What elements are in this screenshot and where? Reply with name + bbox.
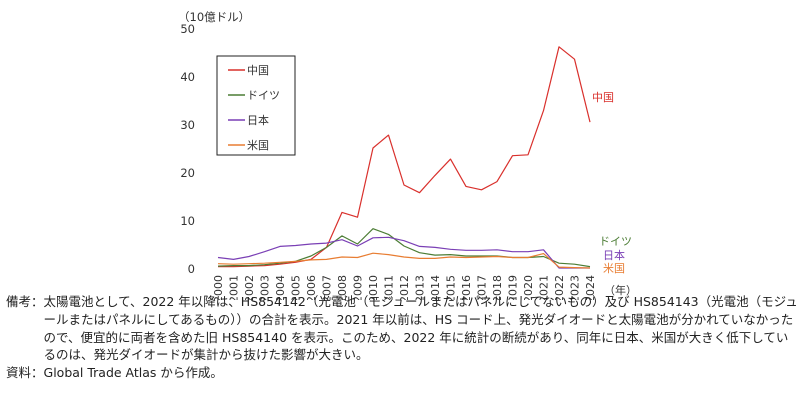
x-tick-label: 2015 xyxy=(445,275,458,300)
plot-area xyxy=(217,46,591,269)
series-line xyxy=(217,236,590,269)
legend-label: ドイツ xyxy=(247,89,280,102)
series-line xyxy=(217,228,591,268)
x-tick-label: 2012 xyxy=(398,275,411,300)
x-tick-label: 2011 xyxy=(383,275,396,300)
y-tick-label: 50 xyxy=(180,22,195,36)
series-end-label: ドイツ xyxy=(599,235,632,248)
y-tick-label: 40 xyxy=(180,70,195,84)
x-tick-label: 2010 xyxy=(367,275,380,300)
y-tick-label: 20 xyxy=(180,166,195,180)
x-tick-label: 2005 xyxy=(290,275,303,300)
note-remarks-text: 太陽電池として、2022 年以降は、HS854142（光電池（モジュールまたはパ… xyxy=(43,294,798,363)
legend-label: 中国 xyxy=(247,64,269,77)
note-remarks-label: 備考： xyxy=(6,294,44,309)
note-source-text: Global Trade Atlas から作成。 xyxy=(43,365,223,381)
x-axis-unit-label: （年） xyxy=(604,283,637,297)
x-tick-label: 2017 xyxy=(476,275,489,300)
legend-label: 米国 xyxy=(247,139,269,152)
y-tick-label: 10 xyxy=(180,214,195,228)
x-tick-label: 2007 xyxy=(321,275,334,300)
series-line xyxy=(218,46,591,268)
x-tick-label: 2020 xyxy=(522,275,535,300)
x-tick-label: 2000 xyxy=(212,275,225,300)
x-tick-label: 2021 xyxy=(538,275,551,300)
note-source: 資料： Global Trade Atlas から作成。 xyxy=(6,364,800,382)
series-end-label: 日本 xyxy=(603,248,625,262)
x-tick-label: 2001 xyxy=(228,275,241,300)
note-remarks: 備考： 太陽電池として、2022 年以降は、HS854142（光電池（モジュール… xyxy=(6,293,800,364)
y-axis: 0 10 20 30 40 50 xyxy=(180,22,195,276)
y-axis-unit-label: （10億ドル） xyxy=(178,10,250,24)
series-line xyxy=(217,252,591,269)
y-tick-label: 0 xyxy=(188,262,195,276)
legend-label: 日本 xyxy=(247,113,269,127)
x-tick-label: 2018 xyxy=(491,275,504,300)
x-tick-label: 2019 xyxy=(507,275,520,300)
x-tick-label: 2006 xyxy=(305,275,318,300)
x-tick-label: 2009 xyxy=(352,275,365,300)
legend-box xyxy=(216,55,296,156)
x-tick-label: 2024 xyxy=(584,275,597,300)
x-tick-label: 2014 xyxy=(429,275,442,300)
x-tick-label: 2022 xyxy=(553,275,566,300)
series-end-label: 米国 xyxy=(603,262,625,275)
x-tick-label: 2002 xyxy=(243,275,256,300)
x-tick-label: 2004 xyxy=(274,275,287,300)
chart: （10億ドル） 0 10 20 30 40 50 2000 2001 2002 2003 2004… xyxy=(178,10,637,300)
y-tick-label: 30 xyxy=(180,118,195,132)
series-end-label: 中国 xyxy=(592,91,614,104)
x-tick-label: 2023 xyxy=(569,275,582,300)
x-tick-label: 2003 xyxy=(259,275,272,300)
note-source-label: 資料： xyxy=(6,365,44,381)
x-axis: 2000 2001 2002 2003 2004 2005 2006 2007 2008 2009… xyxy=(212,275,597,300)
notes: 備考： 太陽電池として、2022 年以降は、HS854142（光電池（モジュール… xyxy=(6,293,800,382)
x-tick-label: 2008 xyxy=(336,275,349,300)
x-tick-label: 2016 xyxy=(460,275,473,300)
x-tick-label: 2013 xyxy=(414,275,427,300)
